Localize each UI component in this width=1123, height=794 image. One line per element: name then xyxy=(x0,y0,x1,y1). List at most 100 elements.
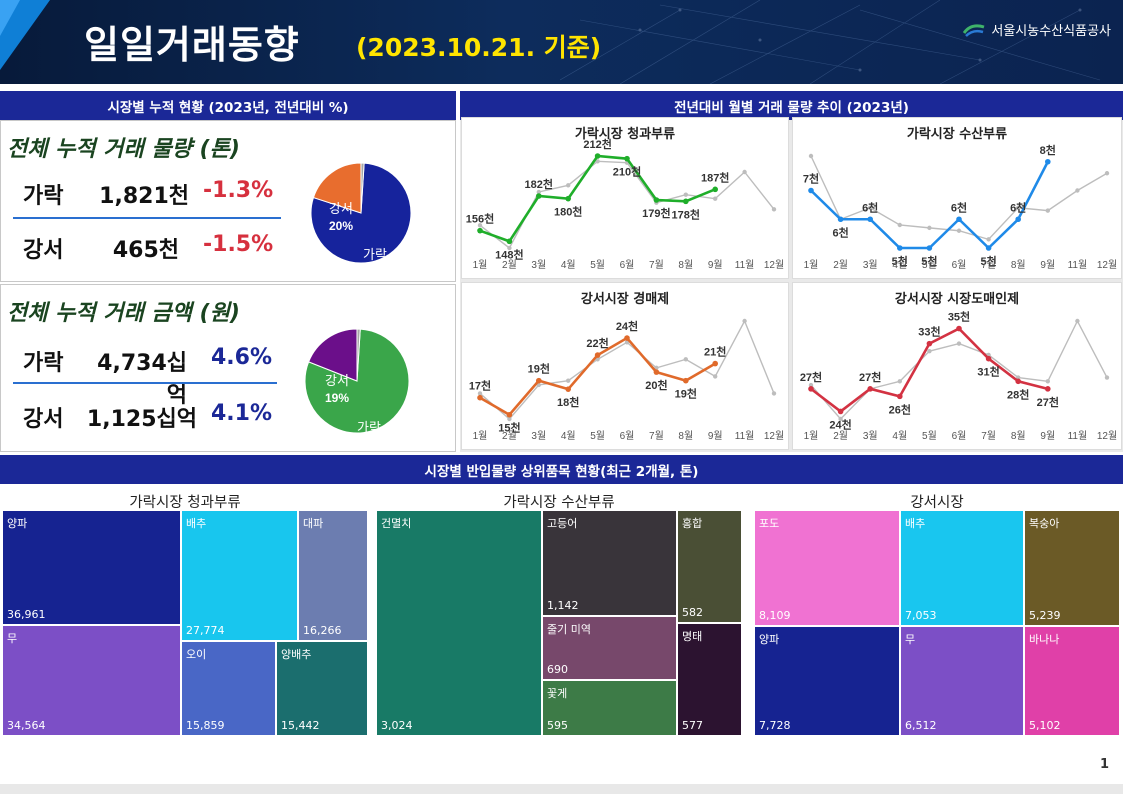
treemap-tile: 무 6,512 xyxy=(900,626,1024,736)
treemap-tile: 배추 27,774 xyxy=(181,510,298,641)
amount-garak-value: 4,734십억 xyxy=(97,351,187,408)
data-label: 182천 xyxy=(525,177,553,191)
x-tick-label: 12월 xyxy=(764,430,784,442)
pie-pct-gangseo: 20% xyxy=(329,219,353,233)
pie-label-garak: 가락 xyxy=(363,247,387,262)
data-point-previous xyxy=(713,374,718,379)
x-tick-label: 3월 xyxy=(863,430,878,442)
x-tick-label: 3월 xyxy=(863,259,878,271)
tile-value: 16,266 xyxy=(303,624,342,637)
data-point-previous xyxy=(683,357,688,362)
data-label: 27천 xyxy=(800,370,822,384)
data-point-previous xyxy=(1045,379,1050,384)
x-tick-label: 2월 xyxy=(833,430,848,442)
chart-card-garak-produce: 가락시장 청과부류 156천 148천 182천 180천 212천 210천 179천 17… xyxy=(461,117,789,279)
data-label: 8천 xyxy=(1040,143,1056,157)
header-banner: 일일거래동향 (2023.10.21. 기준) 서울시농수산식품공사 xyxy=(0,0,1123,84)
data-label: 33천 xyxy=(918,325,940,339)
data-point-previous xyxy=(897,379,902,384)
data-point-current xyxy=(506,411,513,418)
x-tick-label: 8월 xyxy=(1011,430,1026,442)
data-label: 19천 xyxy=(528,362,550,376)
data-label: 27천 xyxy=(1037,395,1059,409)
tile-value: 34,564 xyxy=(7,719,46,732)
data-label: 156천 xyxy=(466,212,494,226)
data-point-current xyxy=(565,195,571,202)
x-tick-label: 1월 xyxy=(473,259,488,271)
treemap-title-garak-seafood: 가락시장 수산부류 xyxy=(503,495,615,511)
x-tick-label: 6월 xyxy=(620,259,635,271)
tile-label: 배추 xyxy=(905,517,926,530)
x-tick-label: 1월 xyxy=(473,430,488,442)
x-tick-label: 5월 xyxy=(922,259,937,271)
data-point-current xyxy=(683,198,689,205)
tile-label: 무 xyxy=(7,632,18,645)
x-tick-label: 5월 xyxy=(922,430,937,442)
data-point-current xyxy=(477,394,483,401)
tile-value: 3,024 xyxy=(381,719,413,732)
tile-value: 27,774 xyxy=(186,624,225,637)
tile-value: 6,512 xyxy=(905,719,937,732)
tile-value: 7,728 xyxy=(759,719,791,732)
data-label: 7천 xyxy=(803,172,819,186)
x-tick-label: 5월 xyxy=(590,430,605,442)
chart-card-gangseo-wholesaler: 강서시장 시장도매인제 27천 24천 27천 26천 33천 35천 31천 28천 27천 1… xyxy=(792,282,1122,450)
pie-pct-garak: 79% xyxy=(363,265,387,271)
tile-label: 대파 xyxy=(303,517,324,530)
data-point-previous xyxy=(868,205,873,210)
data-label: 148천 xyxy=(495,247,523,261)
page-title: 일일거래동향 xyxy=(84,23,300,67)
tile-value: 15,442 xyxy=(281,719,320,732)
data-point-previous xyxy=(742,318,747,324)
amount-panel: 전체 누적 거래 금액 (원) 가락 4,734십억 4.6% 강서 1,125… xyxy=(0,284,456,452)
volume-gangseo-change: -1.5% xyxy=(203,232,274,257)
tile-label: 꽃게 xyxy=(547,687,568,700)
data-label: 27천 xyxy=(859,370,881,384)
amount-pie-chart: 가락 80% 강서 19% xyxy=(304,328,410,441)
data-label: 6천 xyxy=(1010,200,1026,214)
x-tick-label: 2월 xyxy=(833,259,848,271)
tile-label: 줄기 미역 xyxy=(547,623,591,636)
data-point-current xyxy=(653,197,660,203)
pie-slice-gangseo xyxy=(308,328,358,382)
x-tick-label: 7월 xyxy=(981,430,996,442)
amount-garak-change: 4.6% xyxy=(211,345,273,370)
tile-label: 바나나 xyxy=(1029,633,1060,646)
tile-value: 690 xyxy=(547,663,568,676)
x-tick-label: 9월 xyxy=(1040,430,1055,442)
left-section-header: 시장별 누적 현황 (2023년, 전년대비 %) xyxy=(0,91,456,120)
bottom-section-header: 시장별 반입물량 상위품목 현황(최근 2개월, 톤) xyxy=(0,455,1123,484)
volume-title: 전체 누적 거래 물량 (톤) xyxy=(7,137,240,162)
volume-divider xyxy=(13,217,281,219)
data-point-current xyxy=(536,377,542,384)
data-point-previous xyxy=(771,391,777,396)
treemap-tile: 고등어 1,142 xyxy=(542,510,677,616)
data-point-current xyxy=(683,377,689,384)
data-point-current xyxy=(565,386,571,392)
data-label: 24천 xyxy=(829,417,851,431)
data-label: 5천 xyxy=(921,254,937,268)
x-tick-label: 12월 xyxy=(764,259,784,271)
x-tick-label: 7월 xyxy=(649,259,664,271)
series-line-previous xyxy=(810,319,1108,421)
treemap-title-gangseo: 강서시장 xyxy=(910,495,964,511)
pie-pct-gangseo: 19% xyxy=(325,391,349,405)
data-point-current xyxy=(897,393,903,400)
data-label: 26천 xyxy=(889,402,911,416)
x-tick-label: 7월 xyxy=(649,430,664,442)
data-point-previous xyxy=(595,159,600,164)
data-label: 31천 xyxy=(977,365,999,379)
data-label: 28천 xyxy=(1007,387,1029,401)
tile-value: 7,053 xyxy=(905,609,937,622)
chart-title: 강서시장 경매제 xyxy=(580,292,670,307)
data-label: 18천 xyxy=(557,395,579,409)
treemap-tile: 포도 8,109 xyxy=(754,510,900,626)
x-tick-label: 8월 xyxy=(678,430,693,442)
data-point-current xyxy=(1015,378,1021,385)
data-label: 6천 xyxy=(832,225,848,239)
tile-value: 595 xyxy=(547,719,568,732)
x-tick-label: 11월 xyxy=(735,430,755,442)
x-tick-label: 4월 xyxy=(561,259,576,271)
